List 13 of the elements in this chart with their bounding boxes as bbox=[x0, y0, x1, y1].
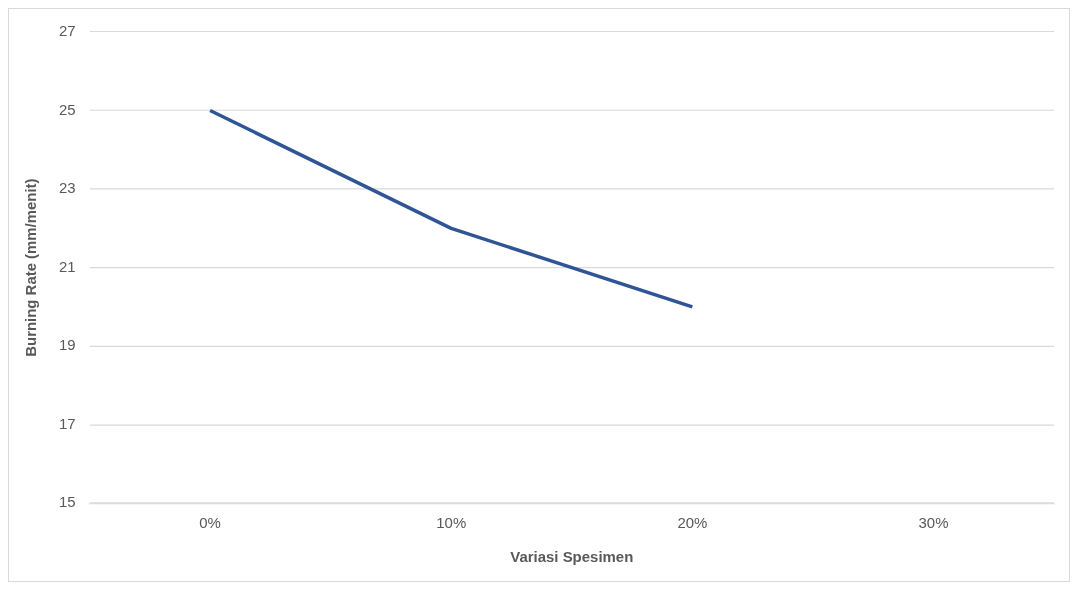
y-tick-label: 19 bbox=[58, 336, 76, 354]
y-axis-title: Burning Rate (mm/menit) bbox=[22, 178, 40, 357]
y-tick-label: 25 bbox=[58, 100, 76, 118]
y-tick-label: 15 bbox=[58, 493, 76, 511]
y-tick-label: 23 bbox=[58, 179, 76, 197]
x-tick-label: 0% bbox=[199, 514, 221, 532]
y-tick-label: 27 bbox=[58, 22, 76, 40]
y-tick-label: 17 bbox=[58, 414, 76, 432]
x-axis-title: Variasi Spesimen bbox=[510, 548, 634, 566]
y-tick-label: 21 bbox=[58, 257, 76, 275]
x-tick-label: 30% bbox=[918, 514, 949, 532]
x-tick-label: 10% bbox=[436, 514, 467, 532]
x-tick-label: 20% bbox=[677, 514, 708, 532]
